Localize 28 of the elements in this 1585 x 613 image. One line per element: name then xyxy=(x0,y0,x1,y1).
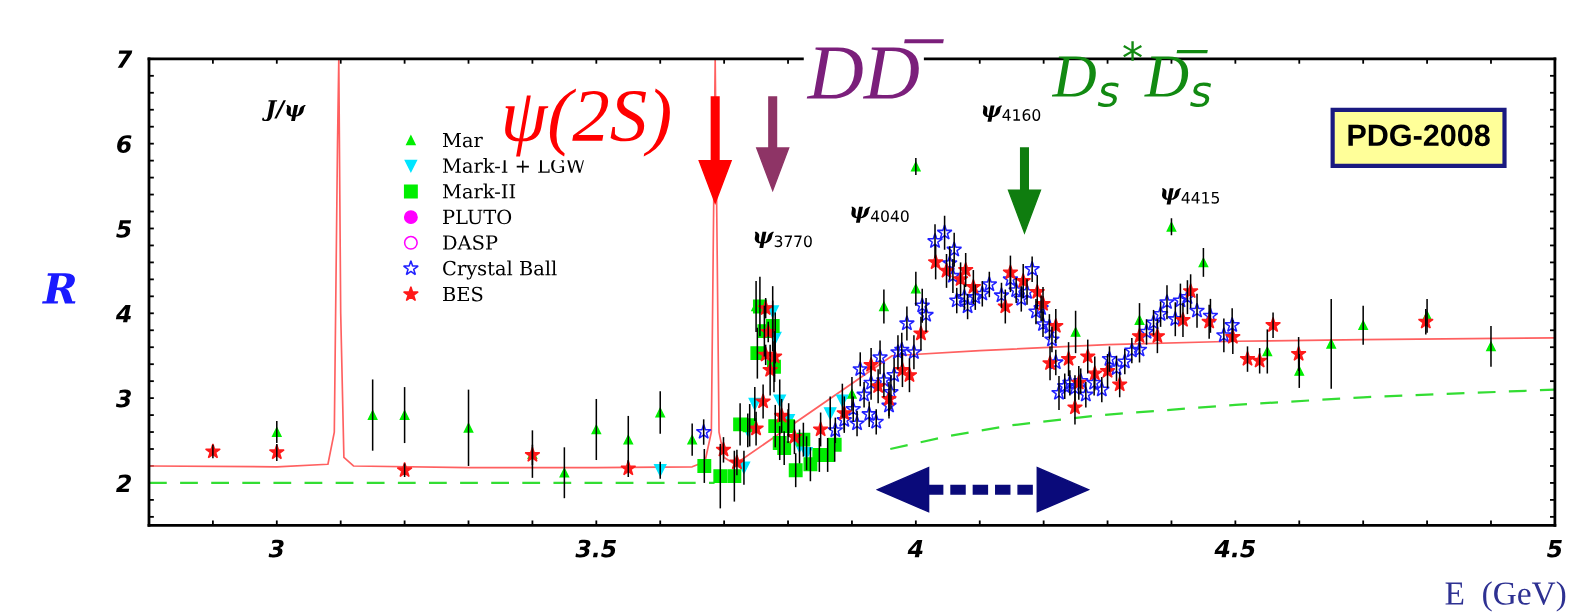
x-tick-label: 5 xyxy=(1546,539,1562,558)
y-tick-label: 7 xyxy=(117,50,133,68)
legend-label: DASP xyxy=(443,235,498,250)
legend-label: PLUTO xyxy=(443,209,512,225)
x-tick-label: 4.5 xyxy=(1214,539,1256,558)
legend-label: Mark-II xyxy=(442,183,516,199)
x-tick-label: 3 xyxy=(268,539,284,558)
y-tick-label: 6 xyxy=(117,135,132,153)
y-tick-label: 5 xyxy=(116,220,132,238)
annotation: ψ$_{3770}$ xyxy=(754,231,812,248)
annotation: D$_{s}$$^{*}$D̅$_{s}$ xyxy=(1051,41,1212,108)
annotation: ψ(2S) xyxy=(505,88,670,157)
x-axis-title: E (GeV) xyxy=(1445,581,1566,612)
annotation: ψ$_{4415}$ xyxy=(1162,188,1220,205)
y-tick-label: 2 xyxy=(116,474,132,492)
annotation: ψ$_{4160}$ xyxy=(982,105,1041,122)
y-tick-label: 3 xyxy=(115,389,131,408)
annotation: ψ$_{4040}$ xyxy=(851,206,909,223)
annotation: PDG-2008 xyxy=(1348,124,1490,147)
x-tick-label: 3.5 xyxy=(575,539,617,558)
annotation: DD̅ xyxy=(806,39,944,99)
x-tick-label: 4 xyxy=(907,539,923,558)
annotation: J/ψ xyxy=(262,100,306,122)
y-axis-title: R xyxy=(42,273,76,304)
legend-label: BES xyxy=(443,286,483,302)
y-tick-label: 4 xyxy=(115,305,131,323)
legend-label: Mar xyxy=(442,132,483,148)
legend-label: Crystal Ball xyxy=(443,260,557,280)
